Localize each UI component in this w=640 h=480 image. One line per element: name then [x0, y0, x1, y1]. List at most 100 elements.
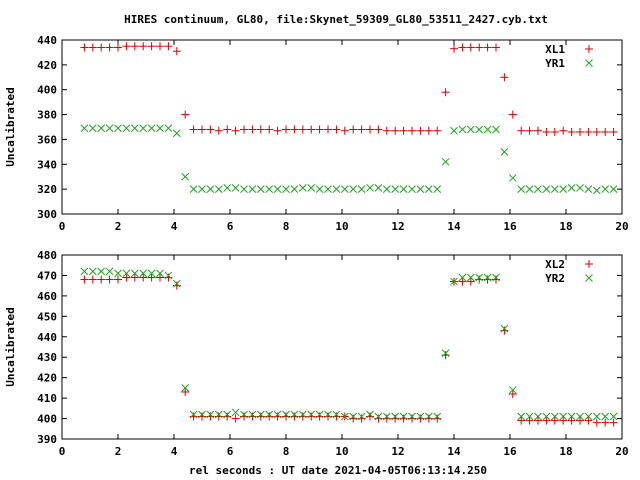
data-point [256, 185, 265, 193]
data-point [366, 412, 374, 421]
bottom-marks [80, 267, 618, 427]
data-point [156, 124, 164, 133]
data-point [223, 184, 232, 192]
data-point [231, 184, 240, 192]
data-point [366, 125, 374, 134]
data-point [550, 416, 559, 425]
data-point [122, 269, 131, 278]
x-tick-label: 8 [283, 445, 290, 458]
data-point [332, 125, 341, 134]
data-point [500, 73, 509, 82]
data-point [534, 185, 542, 193]
x-axis-label: rel seconds : UT date 2021-04-05T06:13:1… [189, 464, 487, 477]
data-point [164, 124, 173, 133]
data-point [349, 125, 358, 134]
x-tick-label: 8 [283, 220, 290, 233]
data-point [198, 412, 206, 421]
data-point [156, 42, 164, 51]
data-point [265, 412, 274, 421]
data-point [298, 410, 307, 419]
y-tick-label: 400 [37, 413, 57, 426]
data-point [181, 172, 190, 181]
data-point [366, 184, 374, 192]
top-marks [80, 42, 618, 195]
y-tick-label: 440 [37, 34, 57, 47]
data-point [248, 410, 257, 419]
x-tick-label: 0 [59, 445, 66, 458]
data-point [399, 185, 408, 193]
data-point [248, 125, 257, 134]
data-point [282, 412, 290, 421]
data-point [130, 42, 139, 51]
data-point [601, 185, 610, 193]
legend-label-xl1: XL1 [545, 43, 565, 56]
data-point [332, 410, 341, 419]
data-point [450, 44, 458, 53]
data-point [534, 126, 542, 135]
data-point [525, 185, 534, 193]
data-point [307, 125, 316, 134]
bottom-y-axis-label: Uncalibrated [4, 307, 17, 386]
data-point [130, 269, 139, 278]
data-point [198, 185, 206, 193]
data-point [550, 412, 559, 421]
data-point [130, 124, 139, 133]
data-point [223, 412, 232, 421]
data-point [433, 412, 442, 421]
data-point [349, 414, 358, 423]
x-tick-label: 0 [59, 220, 66, 233]
data-point [408, 412, 416, 421]
data-point [534, 412, 542, 421]
y-tick-label: 460 [37, 290, 57, 303]
data-point [542, 127, 551, 136]
data-point [172, 279, 181, 288]
data-point [147, 269, 156, 278]
data-point [424, 126, 433, 135]
data-point [97, 124, 106, 133]
data-point [374, 414, 383, 423]
data-point [156, 269, 164, 278]
data-point [424, 414, 433, 423]
y-tick-label: 400 [37, 84, 57, 97]
data-point [307, 410, 316, 419]
y-tick-label: 390 [37, 433, 57, 446]
legend-marker-xl2 [585, 260, 593, 268]
data-point [265, 185, 274, 193]
data-point [542, 416, 551, 425]
data-point [206, 410, 215, 419]
data-point [525, 412, 534, 421]
data-point [550, 127, 559, 136]
data-point [391, 412, 400, 421]
y-tick-label: 380 [37, 109, 57, 122]
data-point [214, 126, 223, 135]
data-point [240, 410, 248, 419]
data-point [559, 185, 568, 193]
y-tick-label: 450 [37, 310, 57, 323]
data-point [80, 267, 89, 276]
data-point [189, 185, 198, 193]
data-point [147, 42, 156, 51]
legend-marker-yr1 [585, 59, 593, 67]
data-point [525, 416, 534, 425]
data-point [97, 43, 106, 52]
data-point [97, 275, 106, 284]
bottom-legend: XL2 YR2 [545, 258, 593, 285]
data-point [433, 185, 442, 193]
data-point [357, 414, 366, 423]
data-point [105, 43, 114, 52]
data-point [584, 416, 593, 425]
data-point [282, 125, 290, 134]
data-point [290, 125, 299, 134]
data-point [576, 412, 584, 421]
y-tick-label: 340 [37, 158, 57, 171]
data-point [357, 185, 366, 193]
data-point [114, 124, 122, 133]
data-point [139, 269, 148, 278]
data-point [139, 42, 148, 51]
data-point [592, 186, 601, 195]
x-tick-label: 2 [115, 220, 122, 233]
data-point [340, 412, 349, 421]
data-point [198, 410, 206, 419]
data-point [290, 412, 299, 421]
data-point [189, 412, 198, 421]
